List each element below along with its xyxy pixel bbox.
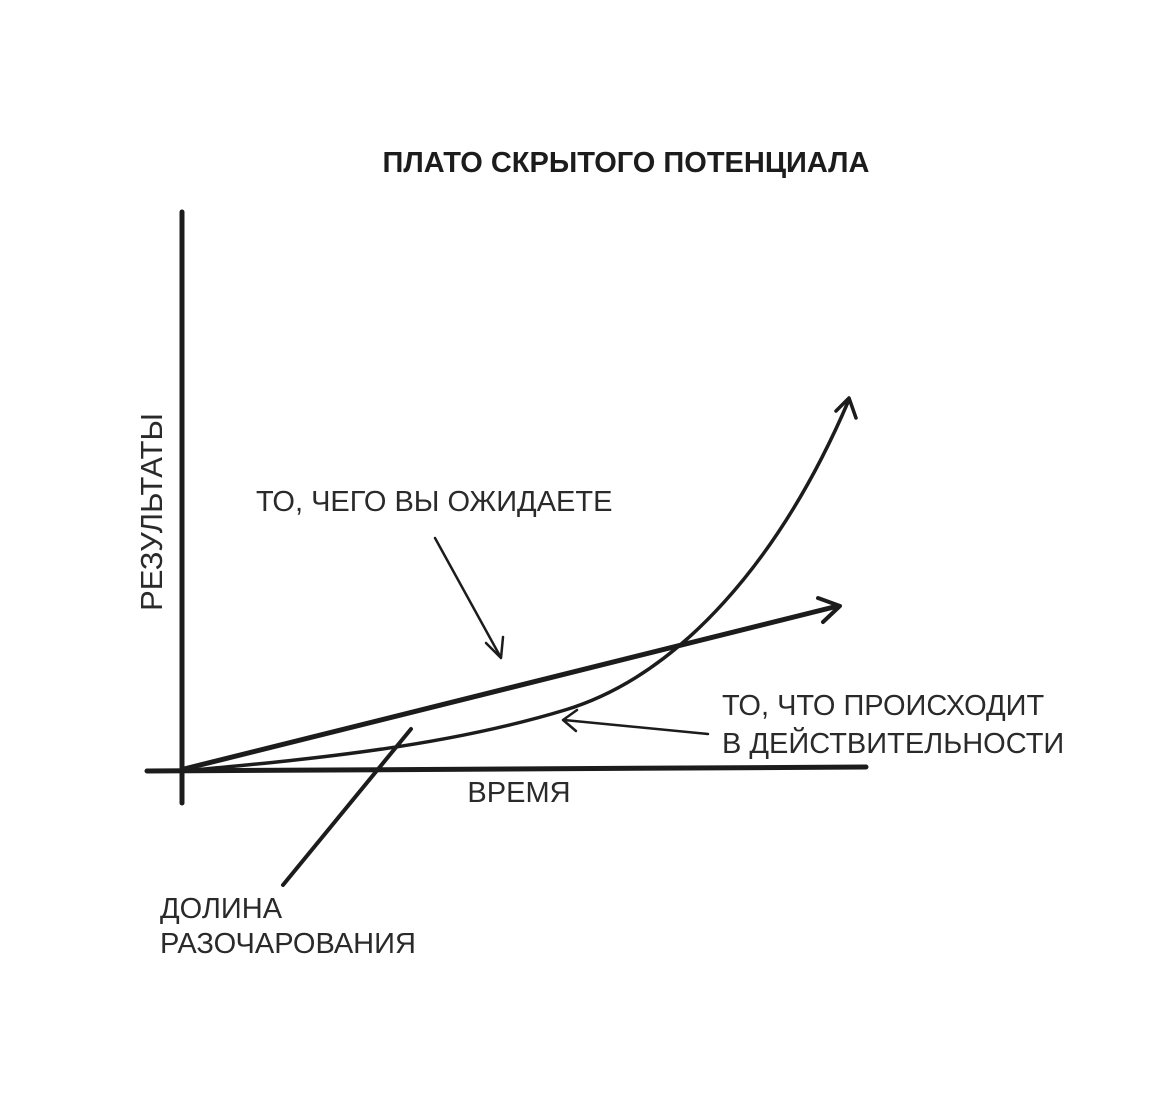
- expected-pointer-arrow: [433, 536, 502, 658]
- actual-curve-arrowhead: [834, 396, 858, 420]
- expected-line: [181, 603, 841, 772]
- expected-pointer-arrowhead: [484, 635, 505, 660]
- actual-label-line1: ТО, ЧТО ПРОИСХОДИТ: [722, 690, 1044, 722]
- actual-pointer-arrowhead: [561, 708, 579, 733]
- x-axis-title: ВРЕМЯ: [467, 777, 570, 809]
- x-axis: [144, 764, 869, 774]
- y-axis-title: РЕЗУЛЬТАТЫ: [134, 413, 169, 611]
- valley-label-line2: РАЗОЧАРОВАНИЯ: [160, 928, 416, 960]
- valley-pointer-line: [281, 727, 413, 887]
- expected-label: ТО, ЧЕГО ВЫ ОЖИДАЕТЕ: [256, 486, 612, 518]
- expected-line-arrowhead: [816, 596, 842, 624]
- valley-label-line1: ДОЛИНА: [160, 893, 283, 925]
- actual-curve: [182, 400, 850, 773]
- diagram-title: ПЛАТО СКРЫТОГО ПОТЕНЦИАЛА: [383, 147, 870, 179]
- actual-pointer-arrow: [562, 718, 710, 736]
- actual-label-line2: В ДЕЙСТВИТЕЛЬНОСТИ: [722, 726, 1064, 760]
